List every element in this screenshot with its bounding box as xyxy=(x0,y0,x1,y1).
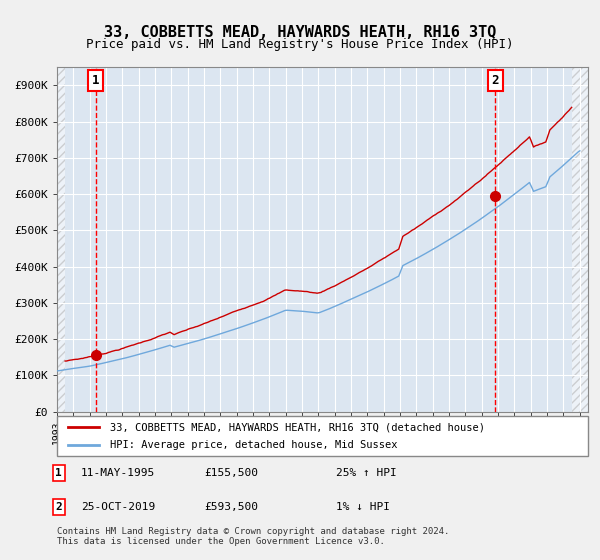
Text: 25% ↑ HPI: 25% ↑ HPI xyxy=(336,468,397,478)
Text: Price paid vs. HM Land Registry's House Price Index (HPI): Price paid vs. HM Land Registry's House … xyxy=(86,38,514,51)
Text: £155,500: £155,500 xyxy=(204,468,258,478)
Text: 1% ↓ HPI: 1% ↓ HPI xyxy=(336,502,390,512)
Text: 33, COBBETTS MEAD, HAYWARDS HEATH, RH16 3TQ (detached house): 33, COBBETTS MEAD, HAYWARDS HEATH, RH16 … xyxy=(110,422,485,432)
Text: 25-OCT-2019: 25-OCT-2019 xyxy=(81,502,155,512)
Text: 2: 2 xyxy=(491,74,499,87)
Text: £593,500: £593,500 xyxy=(204,502,258,512)
Text: 33, COBBETTS MEAD, HAYWARDS HEATH, RH16 3TQ: 33, COBBETTS MEAD, HAYWARDS HEATH, RH16 … xyxy=(104,25,496,40)
Text: 1: 1 xyxy=(92,74,100,87)
Text: 2: 2 xyxy=(55,502,62,512)
Text: 1: 1 xyxy=(55,468,62,478)
Text: HPI: Average price, detached house, Mid Sussex: HPI: Average price, detached house, Mid … xyxy=(110,440,398,450)
Text: Contains HM Land Registry data © Crown copyright and database right 2024.
This d: Contains HM Land Registry data © Crown c… xyxy=(57,526,449,546)
Text: 11-MAY-1995: 11-MAY-1995 xyxy=(81,468,155,478)
FancyBboxPatch shape xyxy=(57,416,588,456)
